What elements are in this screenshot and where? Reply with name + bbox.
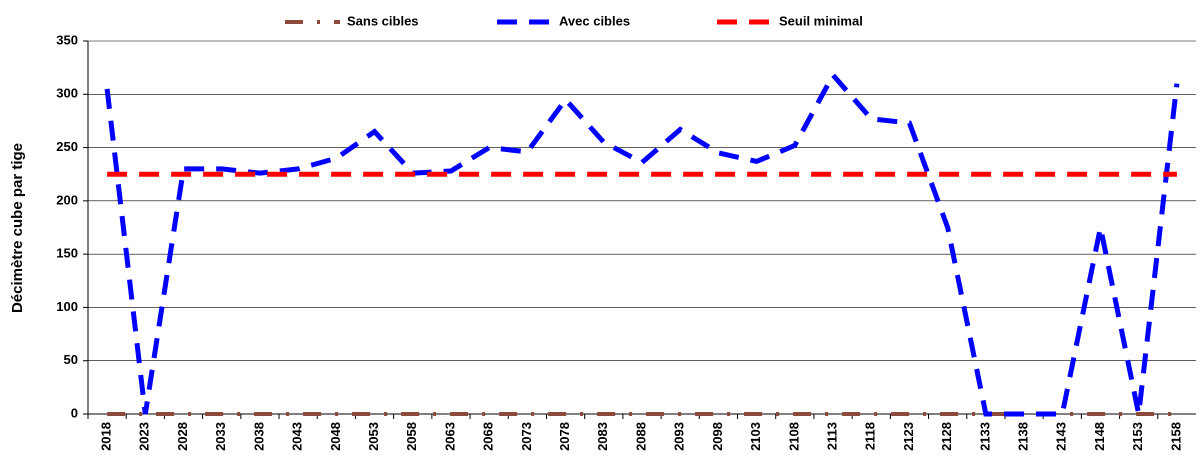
x-tick-label: 2143 <box>1054 422 1069 451</box>
x-tick-label: 2148 <box>1092 422 1107 451</box>
x-tick-label: 2073 <box>519 422 534 451</box>
x-tick-label: 2048 <box>328 422 343 451</box>
y-tick-label: 200 <box>56 192 78 207</box>
y-tick-label: 300 <box>56 86 78 101</box>
x-tick-label: 2123 <box>901 422 916 451</box>
x-tick-label: 2118 <box>863 422 878 450</box>
x-tick-label: 2133 <box>977 422 992 451</box>
x-tick-label: 2158 <box>1168 422 1183 451</box>
legend-label: Avec cibles <box>559 13 630 28</box>
x-tick-label: 2033 <box>213 422 228 451</box>
x-tick-label: 2063 <box>442 422 457 451</box>
x-tick-label: 2138 <box>1016 422 1031 451</box>
x-tick-label: 2018 <box>99 422 114 451</box>
x-tick-label: 2098 <box>710 422 725 451</box>
x-tick-label: 2023 <box>137 422 152 451</box>
legend-label: Sans cibles <box>347 13 419 28</box>
legend-label: Seuil minimal <box>779 13 863 28</box>
x-tick-label: 2108 <box>786 422 801 451</box>
x-tick-label: 2093 <box>672 422 687 451</box>
x-tick-label: 2068 <box>481 422 496 451</box>
y-tick-label: 350 <box>56 32 78 47</box>
x-tick-label: 2078 <box>557 422 572 451</box>
x-tick-label: 2053 <box>366 422 381 451</box>
x-tick-label: 2028 <box>175 422 190 451</box>
x-tick-label: 2043 <box>290 422 305 451</box>
x-tick-label: 2083 <box>595 422 610 451</box>
x-tick-label: 2103 <box>748 422 763 451</box>
y-tick-label: 50 <box>64 352 78 367</box>
x-tick-label: 2058 <box>404 422 419 451</box>
y-tick-label: 150 <box>56 246 78 261</box>
x-tick-label: 2038 <box>251 422 266 451</box>
x-tick-label: 2113 <box>824 422 839 450</box>
x-tick-label: 2153 <box>1130 422 1145 451</box>
series-line <box>104 70 1180 417</box>
x-tick-label: 2128 <box>939 422 954 451</box>
y-tick-label: 0 <box>71 405 78 420</box>
x-tick-label: 2088 <box>633 422 648 451</box>
y-axis-label: Décimètre cube par tige <box>9 143 26 313</box>
y-tick-label: 250 <box>56 139 78 154</box>
y-tick-label: 100 <box>56 299 78 314</box>
